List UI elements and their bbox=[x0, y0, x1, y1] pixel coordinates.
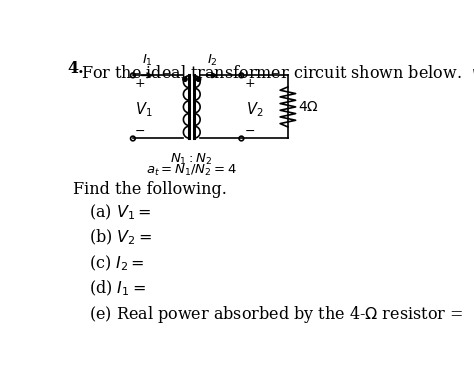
Text: $-$: $-$ bbox=[245, 124, 255, 137]
Text: (e) Real power absorbed by the 4-$\Omega$ resistor =: (e) Real power absorbed by the 4-$\Omega… bbox=[89, 304, 463, 325]
Text: (d) $I_1 =$: (d) $I_1 =$ bbox=[89, 279, 146, 298]
Text: $I_1$: $I_1$ bbox=[142, 53, 153, 68]
Text: For the ideal transformer circuit shown below.  $v_1(t) = 40\sqrt{2}\,\cos 100t$: For the ideal transformer circuit shown … bbox=[81, 60, 474, 84]
Text: $I_2$: $I_2$ bbox=[207, 53, 218, 68]
Text: $+$: $+$ bbox=[135, 76, 146, 89]
Circle shape bbox=[196, 77, 201, 81]
Text: (a) $V_1 =$: (a) $V_1 =$ bbox=[89, 202, 151, 222]
Text: (b) $V_2 =$: (b) $V_2 =$ bbox=[89, 228, 152, 247]
Text: Find the following.: Find the following. bbox=[73, 181, 227, 198]
Circle shape bbox=[183, 77, 187, 81]
Text: (c) $I_2 =$: (c) $I_2 =$ bbox=[89, 253, 145, 273]
Text: $4\Omega$: $4\Omega$ bbox=[298, 100, 319, 114]
Text: $N_1 : N_2$: $N_1 : N_2$ bbox=[171, 152, 213, 167]
Text: $-$: $-$ bbox=[135, 124, 146, 137]
Text: $V_1$: $V_1$ bbox=[135, 100, 153, 119]
Text: $a_t = N_1/N_2 = 4$: $a_t = N_1/N_2 = 4$ bbox=[146, 163, 237, 178]
Text: $+$: $+$ bbox=[245, 76, 256, 89]
Text: 4.: 4. bbox=[67, 60, 83, 77]
Text: $V_2$: $V_2$ bbox=[246, 100, 264, 119]
